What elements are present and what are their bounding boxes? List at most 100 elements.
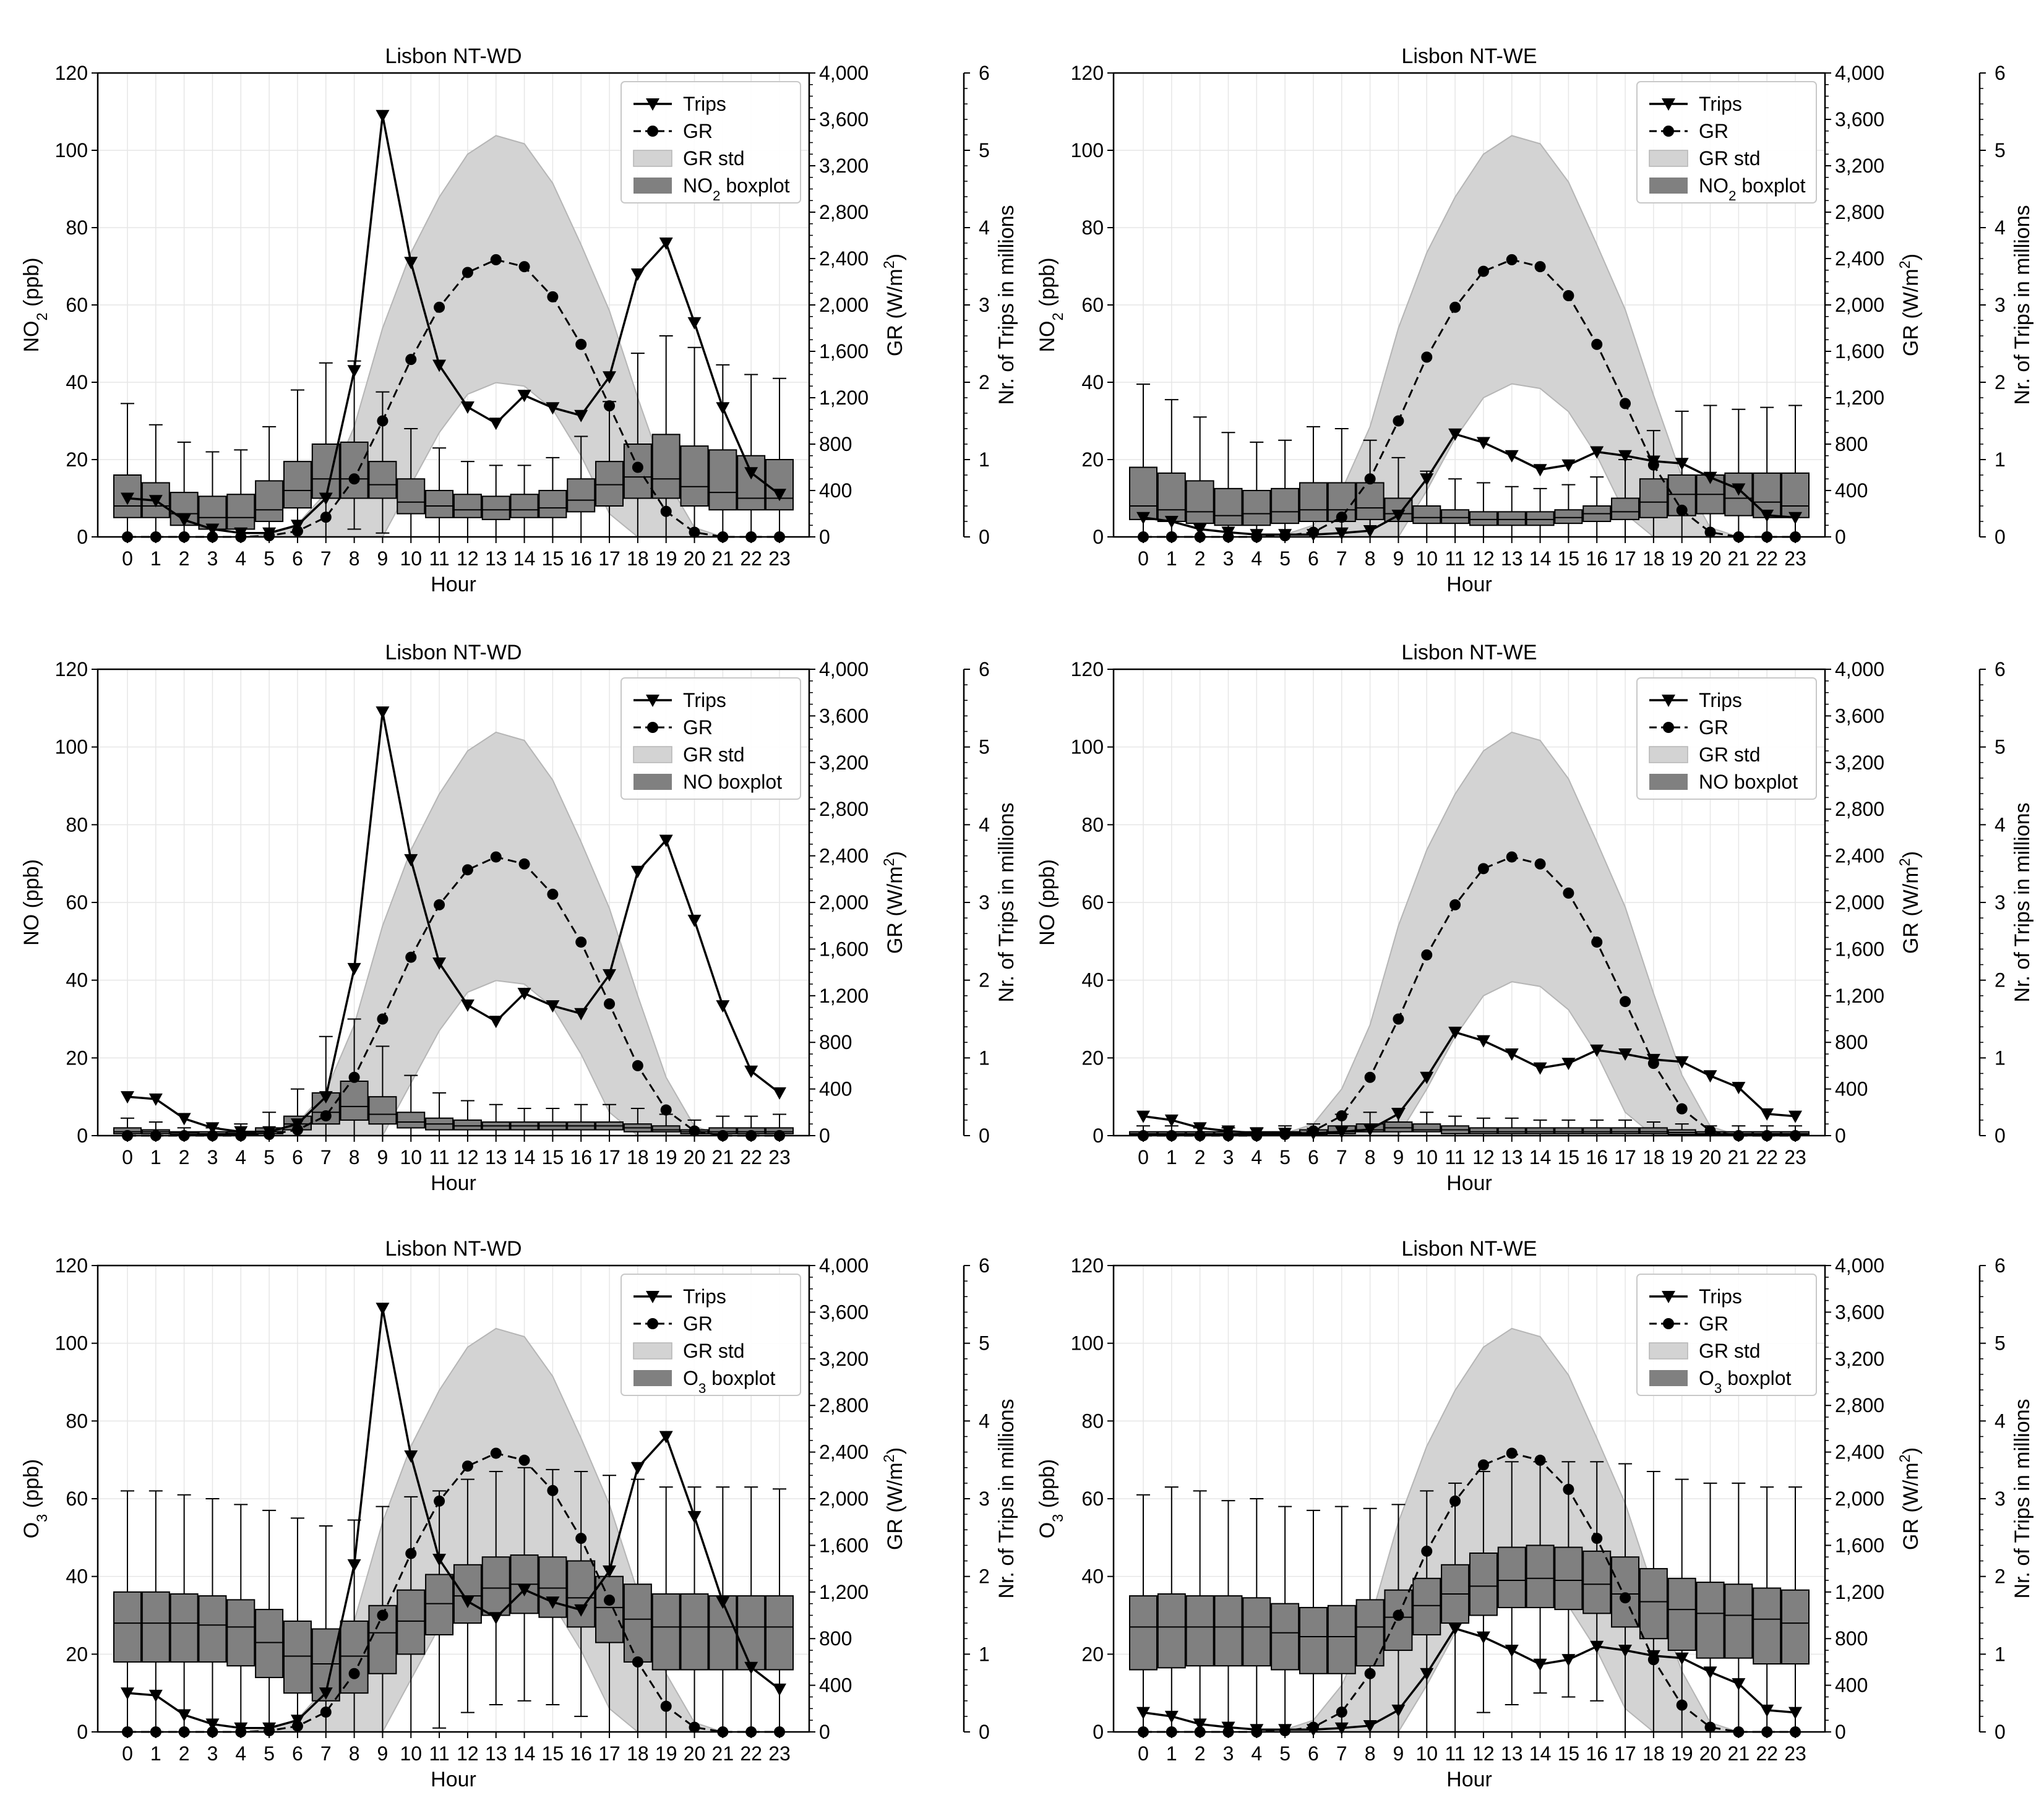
box-iqr <box>1469 1127 1498 1134</box>
gr-point <box>1620 1592 1631 1604</box>
x-tick-label: 20 <box>684 1742 706 1765</box>
box-iqr <box>1781 1589 1810 1665</box>
boxplot-hour-4 <box>226 449 256 538</box>
y3-tick-label: 2 <box>1995 969 2006 992</box>
legend-box-label: NO2 boxplot <box>683 174 790 203</box>
legend-grstd-swatch <box>1649 1342 1688 1360</box>
y3-tick-label: 6 <box>1995 62 2006 84</box>
y2-axis-label: GR (W/m2) <box>881 254 908 356</box>
y2-tick-label: 3,600 <box>819 705 869 727</box>
y-tick-label: 120 <box>1071 658 1104 680</box>
trips-point <box>290 520 304 533</box>
x-axis-label: Hour <box>1446 1768 1492 1791</box>
box-iqr <box>1526 1544 1555 1608</box>
trips-point <box>517 1584 531 1597</box>
legend-box-label: NO2 boxplot <box>1699 174 1806 203</box>
boxplot-hour-1 <box>141 424 170 538</box>
boxplot-hour-13 <box>481 1471 510 1706</box>
box-iqr <box>1157 472 1186 522</box>
x-tick-label: 16 <box>570 1146 592 1168</box>
legend: Trips GR GR std NO boxplot <box>620 677 801 800</box>
x-tick-label: 4 <box>235 1742 246 1765</box>
legend-grstd-swatch <box>1649 746 1688 763</box>
trips-point <box>121 1687 134 1700</box>
x-tick-label: 3 <box>207 1146 218 1168</box>
legend-trips-label: Trips <box>683 93 726 115</box>
boxplot-hour-14 <box>1526 1119 1555 1136</box>
trips-point <box>1363 525 1377 538</box>
gr-point <box>320 512 332 523</box>
legend-gr-marker <box>647 126 658 137</box>
legend-gr-marker <box>1663 1318 1674 1329</box>
gr-point <box>604 400 616 412</box>
gr-point <box>547 888 559 900</box>
x-axis-label: Hour <box>1446 1172 1492 1195</box>
y2-tick-label: 3,200 <box>819 752 869 774</box>
gr-point <box>462 864 473 876</box>
y2-tick-label: 4,000 <box>819 658 869 680</box>
trips-point <box>1136 1707 1150 1720</box>
y2-axis-label: GR (W/m2) <box>1897 1447 1923 1550</box>
box-iqr <box>1412 1577 1441 1635</box>
box-iqr <box>737 1595 766 1671</box>
x-tick-label: 19 <box>1671 1146 1693 1168</box>
trips-point <box>1334 1722 1349 1735</box>
box-iqr <box>1412 505 1441 525</box>
trips-point <box>1703 471 1717 484</box>
gr-point <box>434 899 445 910</box>
boxplot-hour-6 <box>283 389 312 538</box>
boxplot-hour-2 <box>1185 416 1214 538</box>
legend-gr-label: GR <box>683 120 713 142</box>
boxplot-hour-14 <box>510 465 539 538</box>
y2-axis-label: GR (W/m2) <box>1897 851 1923 954</box>
legend-grstd-swatch <box>633 150 672 167</box>
legend-grstd-swatch <box>633 746 672 763</box>
legend-box-swatch <box>633 774 672 790</box>
boxplot-hour-21 <box>708 1486 737 1733</box>
trips-point <box>1420 473 1434 486</box>
trips-point <box>148 1093 163 1106</box>
trips-point <box>1618 1048 1633 1061</box>
legend-trips-marker <box>1662 98 1675 111</box>
x-tick-label: 19 <box>655 547 677 570</box>
x-tick-label: 5 <box>264 547 275 570</box>
box-iqr <box>1639 1127 1668 1134</box>
boxplots <box>1129 1461 1810 1733</box>
trips-point <box>1646 1053 1660 1066</box>
gr-point <box>1534 261 1546 273</box>
x-tick-label: 19 <box>655 1742 677 1765</box>
x-tick-label: 8 <box>349 547 360 570</box>
boxplot-hour-13 <box>1497 486 1526 538</box>
x-tick-label: 9 <box>1393 1742 1404 1765</box>
x-axis-label: Hour <box>1446 573 1492 596</box>
y2-tick-label: 2,400 <box>1835 247 1884 270</box>
y-tick-label: 20 <box>66 448 88 471</box>
y2-tick-label: 1,600 <box>819 938 869 960</box>
trips-point <box>1420 1668 1434 1681</box>
box-iqr <box>397 478 426 515</box>
x-tick-label: 1 <box>1166 1742 1177 1765</box>
y2-tick-label: 800 <box>819 433 852 455</box>
y2-tick-label: 2,800 <box>1835 1394 1884 1416</box>
box-iqr <box>226 1599 256 1667</box>
x-tick-label: 23 <box>768 1742 791 1765</box>
trips-point <box>603 371 617 384</box>
y2-tick-label: 0 <box>819 1125 830 1147</box>
x-tick-label: 11 <box>1445 1146 1465 1168</box>
x-tick-label: 12 <box>457 547 479 570</box>
boxplot-hour-6 <box>1299 1509 1328 1733</box>
trips-point <box>1703 1666 1717 1679</box>
trips-point <box>1788 1110 1802 1123</box>
y2-tick-label: 1,200 <box>819 387 869 409</box>
box-iqr <box>1497 1127 1526 1134</box>
x-axis-label: Hour <box>431 573 476 596</box>
x-tick-label: 10 <box>1415 1146 1438 1168</box>
trips-point <box>1448 1622 1462 1635</box>
trips-point <box>1476 1631 1490 1644</box>
x-tick-label: 4 <box>1251 1742 1262 1765</box>
y-tick-label: 100 <box>1071 736 1104 758</box>
gr-point <box>1421 1545 1433 1557</box>
y3-tick-label: 1 <box>1995 1047 2006 1069</box>
y-tick-label: 100 <box>55 139 88 161</box>
trips-point <box>404 1450 418 1463</box>
